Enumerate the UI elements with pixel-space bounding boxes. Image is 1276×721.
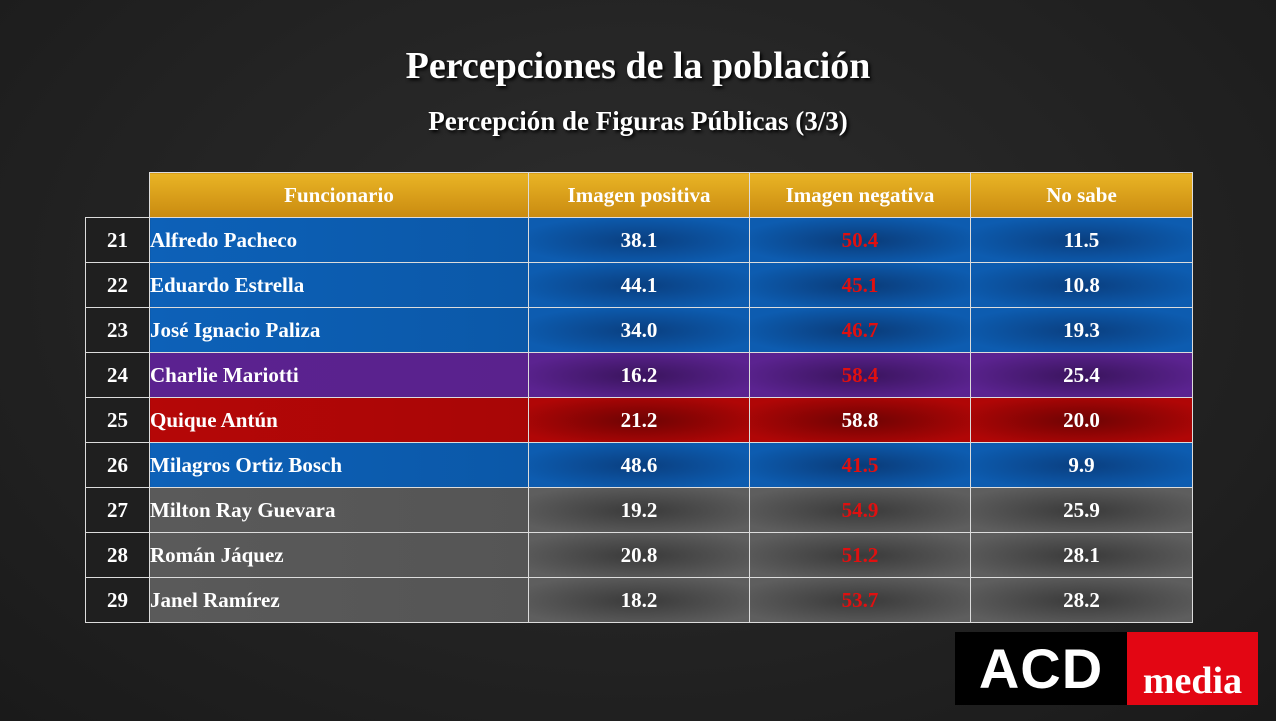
official-name: Eduardo Estrella xyxy=(149,262,529,308)
positive-image-value: 19.2 xyxy=(528,487,750,533)
official-name: Milagros Ortiz Bosch xyxy=(149,442,529,488)
official-name: Milton Ray Guevara xyxy=(149,487,529,533)
row-number: 28 xyxy=(85,532,150,578)
negative-image-value: 45.1 xyxy=(749,262,971,308)
header-blank-cell xyxy=(85,172,150,218)
no-sabe-value: 10.8 xyxy=(970,262,1193,308)
no-sabe-value: 20.0 xyxy=(970,397,1193,443)
positive-image-value: 38.1 xyxy=(528,217,750,263)
positive-image-value: 34.0 xyxy=(528,307,750,353)
negative-image-value: 58.4 xyxy=(749,352,971,398)
table-row: 23 José Ignacio Paliza 34.0 46.7 19.3 xyxy=(85,307,1193,353)
table-row: 22 Eduardo Estrella 44.1 45.1 10.8 xyxy=(85,262,1193,308)
table-row: 27 Milton Ray Guevara 19.2 54.9 25.9 xyxy=(85,487,1193,533)
row-number: 22 xyxy=(85,262,150,308)
table-row: 25 Quique Antún 21.2 58.8 20.0 xyxy=(85,397,1193,443)
no-sabe-value: 28.1 xyxy=(970,532,1193,578)
official-name: Charlie Mariotti xyxy=(149,352,529,398)
logo-media-text: media xyxy=(1127,632,1258,705)
column-header-imagen-positiva: Imagen positiva xyxy=(528,172,750,218)
no-sabe-value: 19.3 xyxy=(970,307,1193,353)
official-name: José Ignacio Paliza xyxy=(149,307,529,353)
official-name: Quique Antún xyxy=(149,397,529,443)
table-row: 28 Román Jáquez 20.8 51.2 28.1 xyxy=(85,532,1193,578)
negative-image-value: 50.4 xyxy=(749,217,971,263)
official-name: Román Jáquez xyxy=(149,532,529,578)
negative-image-value: 46.7 xyxy=(749,307,971,353)
column-header-funcionario: Funcionario xyxy=(149,172,529,218)
positive-image-value: 21.2 xyxy=(528,397,750,443)
no-sabe-value: 25.4 xyxy=(970,352,1193,398)
column-header-imagen-negativa: Imagen negativa xyxy=(749,172,971,218)
column-header-no-sabe: No sabe xyxy=(970,172,1193,218)
row-number: 27 xyxy=(85,487,150,533)
table-row: 29 Janel Ramírez 18.2 53.7 28.2 xyxy=(85,577,1193,623)
no-sabe-value: 28.2 xyxy=(970,577,1193,623)
row-number: 23 xyxy=(85,307,150,353)
table-header-row: Funcionario Imagen positiva Imagen negat… xyxy=(85,172,1193,218)
official-name: Alfredo Pacheco xyxy=(149,217,529,263)
positive-image-value: 44.1 xyxy=(528,262,750,308)
row-number: 29 xyxy=(85,577,150,623)
row-number: 26 xyxy=(85,442,150,488)
no-sabe-value: 11.5 xyxy=(970,217,1193,263)
positive-image-value: 20.8 xyxy=(528,532,750,578)
no-sabe-value: 9.9 xyxy=(970,442,1193,488)
page-title: Percepciones de la población xyxy=(405,45,871,87)
negative-image-value: 41.5 xyxy=(749,442,971,488)
row-number: 21 xyxy=(85,217,150,263)
perception-table: Funcionario Imagen positiva Imagen negat… xyxy=(85,172,1193,623)
positive-image-value: 18.2 xyxy=(528,577,750,623)
table-row: 24 Charlie Mariotti 16.2 58.4 25.4 xyxy=(85,352,1193,398)
page-subtitle: Percepción de Figuras Públicas (3/3) xyxy=(428,106,848,136)
negative-image-value: 53.7 xyxy=(749,577,971,623)
no-sabe-value: 25.9 xyxy=(970,487,1193,533)
row-number: 24 xyxy=(85,352,150,398)
official-name: Janel Ramírez xyxy=(149,577,529,623)
negative-image-value: 58.8 xyxy=(749,397,971,443)
table-row: 21 Alfredo Pacheco 38.1 50.4 11.5 xyxy=(85,217,1193,263)
negative-image-value: 51.2 xyxy=(749,532,971,578)
positive-image-value: 48.6 xyxy=(528,442,750,488)
table-row: 26 Milagros Ortiz Bosch 48.6 41.5 9.9 xyxy=(85,442,1193,488)
row-number: 25 xyxy=(85,397,150,443)
acd-media-logo: ACD media xyxy=(955,632,1258,705)
logo-acd-text: ACD xyxy=(955,632,1127,705)
positive-image-value: 16.2 xyxy=(528,352,750,398)
negative-image-value: 54.9 xyxy=(749,487,971,533)
